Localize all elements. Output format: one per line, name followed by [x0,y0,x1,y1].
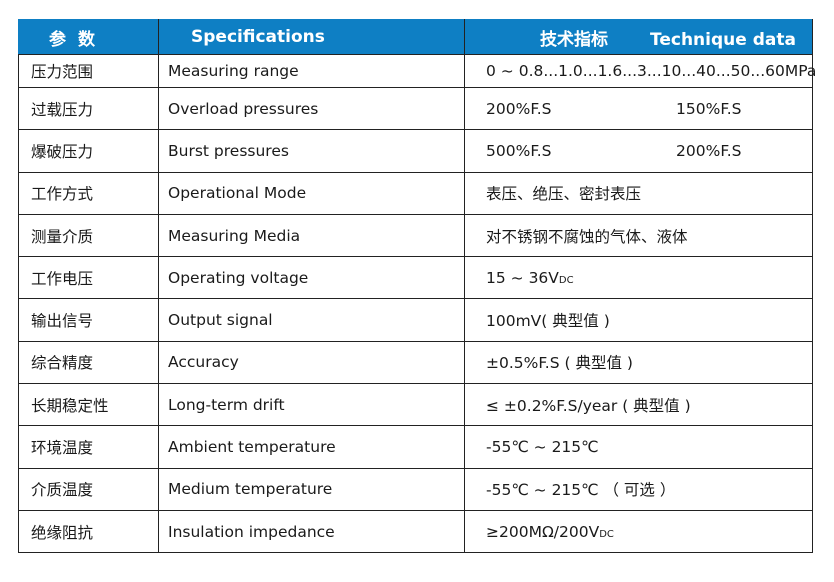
table-header-row: 参数 Specifications 技术指标 Technique data [18,19,813,55]
technique-value: 对不锈钢不腐蚀的气体、液体 [464,213,813,258]
technique-value: 500%F.S 200%F.S [464,129,813,173]
param-en: Accuracy [158,340,465,385]
param-cn: 工作方式 [18,171,159,215]
technique-value: 100mV( 典型值 ) [464,298,813,342]
param-cn: 过载压力 [18,86,159,131]
header-tech-cn: 技术指标 [540,29,608,50]
param-en: Medium temperature [158,467,465,511]
value: 100mV( 典型值 ) [486,312,610,331]
table-row: 环境温度 Ambient temperature -55℃ ~ 215℃ [18,425,813,469]
technique-value: 15 ~ 36VDC [464,256,813,300]
param-en: Ambient temperature [158,425,465,469]
table-row: 工作电压 Operating voltage 15 ~ 36VDC [18,256,813,300]
technique-value: 表压、绝压、密封表压 [464,171,813,215]
value-2: 150%F.S [676,99,742,118]
param-cn: 工作电压 [18,256,159,300]
param-en: Measuring Media [158,213,465,258]
value-subscript: DC [599,528,614,540]
param-en: Output signal [158,298,465,342]
value: 200%F.S [486,99,552,118]
technique-value: 200%F.S 150%F.S [464,86,813,131]
value: ≥200MΩ/200V [486,522,600,541]
header-tech-en: Technique data [650,29,796,50]
technique-value: -55℃ ~ 215℃ [464,425,813,469]
header-specifications: Specifications [158,19,465,55]
param-cn: 绝缘阻抗 [18,509,159,554]
technique-value: ≥200MΩ/200VDC [464,509,813,554]
specifications-table: 参数 Specifications 技术指标 Technique data 压力范… [18,19,817,554]
header-param: 参数 [18,19,159,55]
value-subscript: DC [558,274,574,286]
param-en: Measuring range [158,54,465,88]
param-cn: 综合精度 [18,340,159,385]
header-technique-data: 技术指标 Technique data [464,19,813,55]
value: 0 ~ 0.8...1.0...1.6...3...10...40...50..… [486,62,817,80]
technique-value: ±0.5%F.S ( 典型值 ) [464,340,813,385]
param-cn: 测量介质 [18,213,159,258]
table-row: 工作方式 Operational Mode 表压、绝压、密封表压 [18,171,813,215]
technique-value: 0 ~ 0.8...1.0...1.6...3...10...40...50..… [464,54,817,88]
value: 500%F.S [486,141,552,160]
table-row: 长期稳定性 Long-term drift ≤ ±0.2%F.S/year ( … [18,383,813,427]
param-cn: 长期稳定性 [18,383,159,427]
value-2: 200%F.S [676,141,742,160]
technique-value: ≤ ±0.2%F.S/year ( 典型值 ) [464,383,813,427]
param-cn: 介质温度 [18,467,159,511]
table-row: 压力范围 Measuring range 0 ~ 0.8...1.0...1.6… [18,54,817,88]
param-en: Overload pressures [158,86,465,131]
value: ±0.5%F.S ( 典型值 ) [486,354,633,373]
table-row: 输出信号 Output signal 100mV( 典型值 ) [18,298,813,342]
param-cn: 爆破压力 [18,129,159,173]
value: 15 ~ 36V [486,268,559,287]
param-en: Long-term drift [158,383,465,427]
table-row: 爆破压力 Burst pressures 500%F.S 200%F.S [18,129,813,173]
table-row: 过载压力 Overload pressures 200%F.S 150%F.S [18,86,813,131]
value: ≤ ±0.2%F.S/year ( 典型值 ) [486,396,691,415]
param-cn: 输出信号 [18,298,159,342]
param-en: Burst pressures [158,129,465,173]
table-row: 测量介质 Measuring Media 对不锈钢不腐蚀的气体、液体 [18,213,813,258]
value: -55℃ ~ 215℃ （ 可选 ） [486,481,676,500]
technique-value: -55℃ ~ 215℃ （ 可选 ） [464,467,813,511]
table-row: 综合精度 Accuracy ±0.5%F.S ( 典型值 ) [18,340,813,385]
param-en: Operational Mode [158,171,465,215]
param-en: Operating voltage [158,256,465,300]
table-row: 介质温度 Medium temperature -55℃ ~ 215℃ （ 可选… [18,467,813,511]
param-cn: 压力范围 [18,54,159,88]
table-row: 绝缘阻抗 Insulation impedance ≥200MΩ/200VDC [18,509,813,554]
param-en: Insulation impedance [158,509,465,554]
value: 对不锈钢不腐蚀的气体、液体 [486,227,688,246]
value: -55℃ ~ 215℃ [486,438,599,457]
param-cn: 环境温度 [18,425,159,469]
value: 表压、绝压、密封表压 [486,185,642,204]
